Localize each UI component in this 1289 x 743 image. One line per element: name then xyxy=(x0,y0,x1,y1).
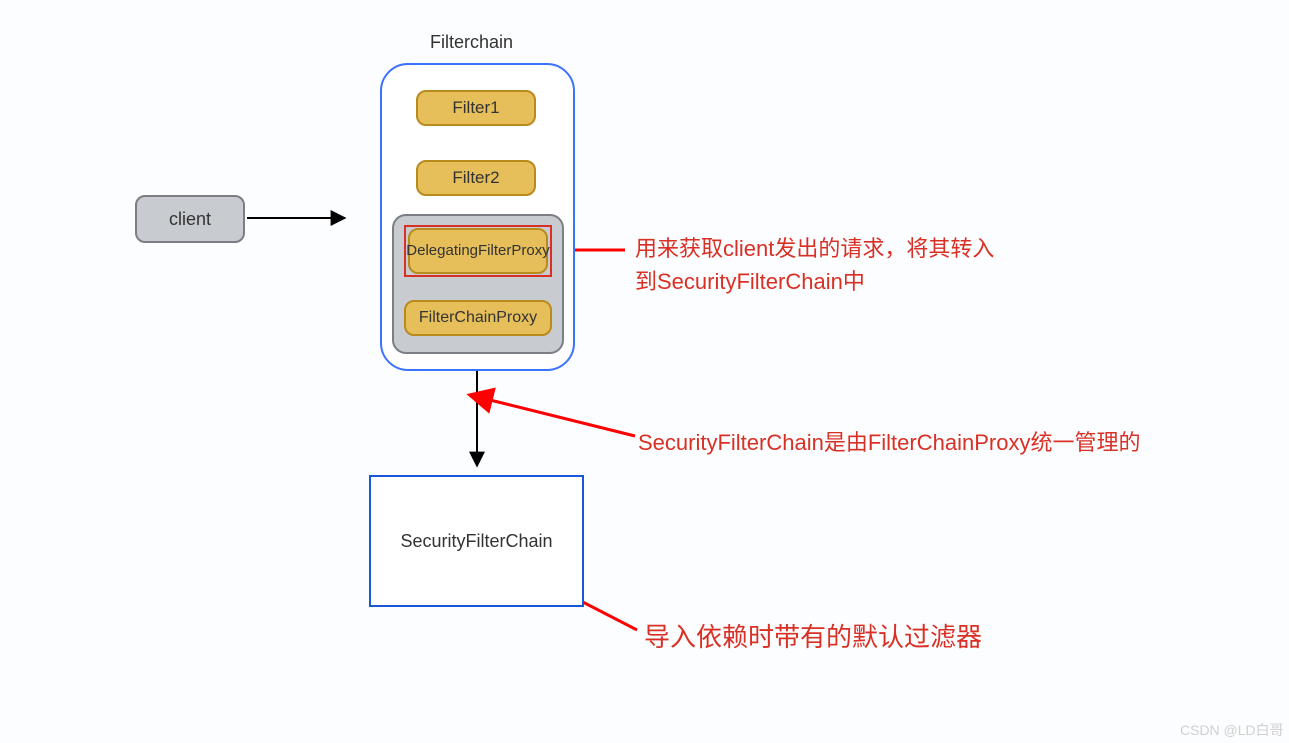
annotation-1-line2: 到SecurityFilterChain中 xyxy=(635,269,865,294)
watermark-text: CSDN @LD白哥 xyxy=(1180,722,1284,738)
filter1-node: Filter1 xyxy=(416,90,536,126)
filter-chain-proxy-node: FilterChainProxy xyxy=(404,300,552,336)
filterchain-title-text: Filterchain xyxy=(430,32,513,53)
annotation-2-text: SecurityFilterChain是由FilterChainProxy统一管… xyxy=(638,430,1140,455)
annotation-2-arrow xyxy=(490,400,635,436)
filterchain-title: Filterchain xyxy=(430,32,513,53)
filter1-label: Filter1 xyxy=(452,98,499,118)
sfc-label: SecurityFilterChain xyxy=(400,531,552,552)
filter2-label: Filter2 xyxy=(452,168,499,188)
fcp-label: FilterChainProxy xyxy=(419,309,537,327)
annotation-3: 导入依赖时带有的默认过滤器 xyxy=(644,618,982,657)
security-filter-chain-node: SecurityFilterChain xyxy=(369,475,584,607)
watermark: CSDN @LD白哥 xyxy=(1180,720,1284,740)
client-node: client xyxy=(135,195,245,243)
dfp-highlight-box xyxy=(404,225,552,277)
annotation-3-text: 导入依赖时带有的默认过滤器 xyxy=(644,622,982,652)
annotation-1-line1: 用来获取client发出的请求，将其转入 xyxy=(635,236,994,261)
annotation-2: SecurityFilterChain是由FilterChainProxy统一管… xyxy=(638,426,1140,459)
client-label: client xyxy=(169,209,211,230)
filter2-node: Filter2 xyxy=(416,160,536,196)
annotation-1: 用来获取client发出的请求，将其转入 到SecurityFilterChai… xyxy=(635,232,994,298)
